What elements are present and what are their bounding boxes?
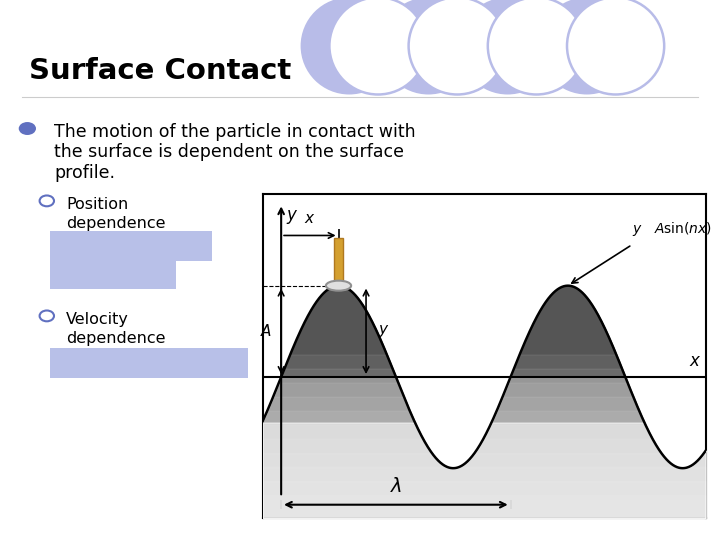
Text: $x$: $x$ [304,212,315,226]
Text: Surface Contact: Surface Contact [29,57,291,85]
Text: $x$: $x$ [688,353,701,370]
Ellipse shape [567,0,665,94]
FancyBboxPatch shape [50,231,212,261]
Text: The motion of the particle in contact with: The motion of the particle in contact wi… [54,123,415,140]
Text: dependence: dependence [66,331,166,346]
Circle shape [40,310,54,321]
Ellipse shape [538,0,636,94]
Ellipse shape [329,0,426,94]
Ellipse shape [380,0,477,94]
Text: Position: Position [66,197,128,212]
Circle shape [19,122,36,135]
Circle shape [326,281,351,291]
Text: $\lambda$: $\lambda$ [390,477,402,496]
FancyBboxPatch shape [50,259,176,289]
Text: $y$: $y$ [286,208,298,226]
Ellipse shape [408,0,505,94]
Bar [334,238,343,286]
Text: $A$: $A$ [260,323,272,339]
Text: $n = 1/\lambda$: $n = 1/\lambda$ [90,265,138,284]
Text: dependence: dependence [66,216,166,231]
Text: the surface is dependent on the surface: the surface is dependent on the surface [54,143,404,161]
Ellipse shape [459,0,556,94]
Text: $y$: $y$ [377,323,389,339]
Ellipse shape [488,0,585,94]
Text: $y = A\sin(nx)$: $y = A\sin(nx)$ [93,237,171,254]
FancyBboxPatch shape [50,348,248,378]
Text: $y\quad A\sin(nx)$: $y\quad A\sin(nx)$ [632,220,712,238]
Text: profile.: profile. [54,164,115,181]
Ellipse shape [300,0,397,94]
Text: Velocity: Velocity [66,312,129,327]
Circle shape [40,195,54,206]
Text: $\dot{y}= \dot{x}An\cos(nx)$: $\dot{y}= \dot{x}An\cos(nx)$ [102,354,197,372]
